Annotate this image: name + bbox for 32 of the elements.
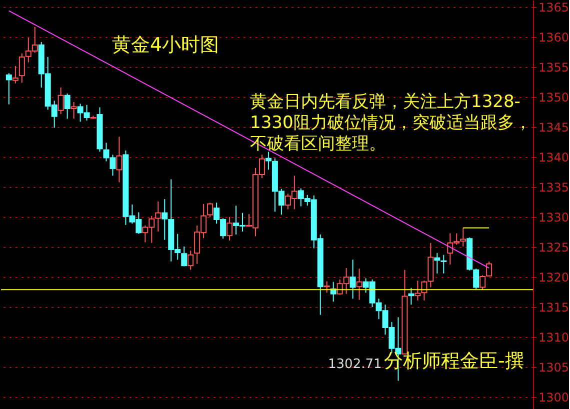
y-tick-label: 1350 <box>538 90 570 105</box>
candlestick <box>6 72 12 105</box>
candlestick <box>350 259 356 300</box>
candlestick <box>265 151 272 170</box>
y-tick-label: 1335 <box>538 180 570 195</box>
candlestick <box>70 101 77 120</box>
y-tick-label: 1340 <box>538 150 570 165</box>
y-tick-label: 1315 <box>538 300 570 315</box>
candlestick <box>356 268 362 300</box>
candlestick <box>12 65 18 84</box>
candlestick <box>188 250 194 270</box>
y-tick-label: 1330 <box>538 210 570 225</box>
y-tick-label: 1325 <box>538 240 570 255</box>
y-tick-label: 1320 <box>538 270 570 285</box>
y-tick-label: 1360 <box>538 30 570 45</box>
y-tick-label: 1355 <box>538 60 570 75</box>
candlestick <box>207 202 214 218</box>
candlestick <box>181 246 188 267</box>
candlestick <box>324 280 330 294</box>
candlestick <box>58 87 64 114</box>
y-tick-label: 1305 <box>538 360 570 375</box>
annotation: 1302.71 <box>328 357 382 372</box>
annotation: 黄金4小时图 <box>112 34 220 56</box>
y-tick-label: 1365 <box>538 0 570 15</box>
candlestick <box>414 280 421 301</box>
candlestick <box>408 287 414 306</box>
y-tick-label: 1310 <box>538 330 570 345</box>
candlestick <box>116 136 122 183</box>
y-tick-label: 1300 <box>538 390 570 405</box>
candlestick <box>64 93 70 120</box>
y-tick-label: 1345 <box>538 120 570 135</box>
candlestick <box>226 216 233 241</box>
